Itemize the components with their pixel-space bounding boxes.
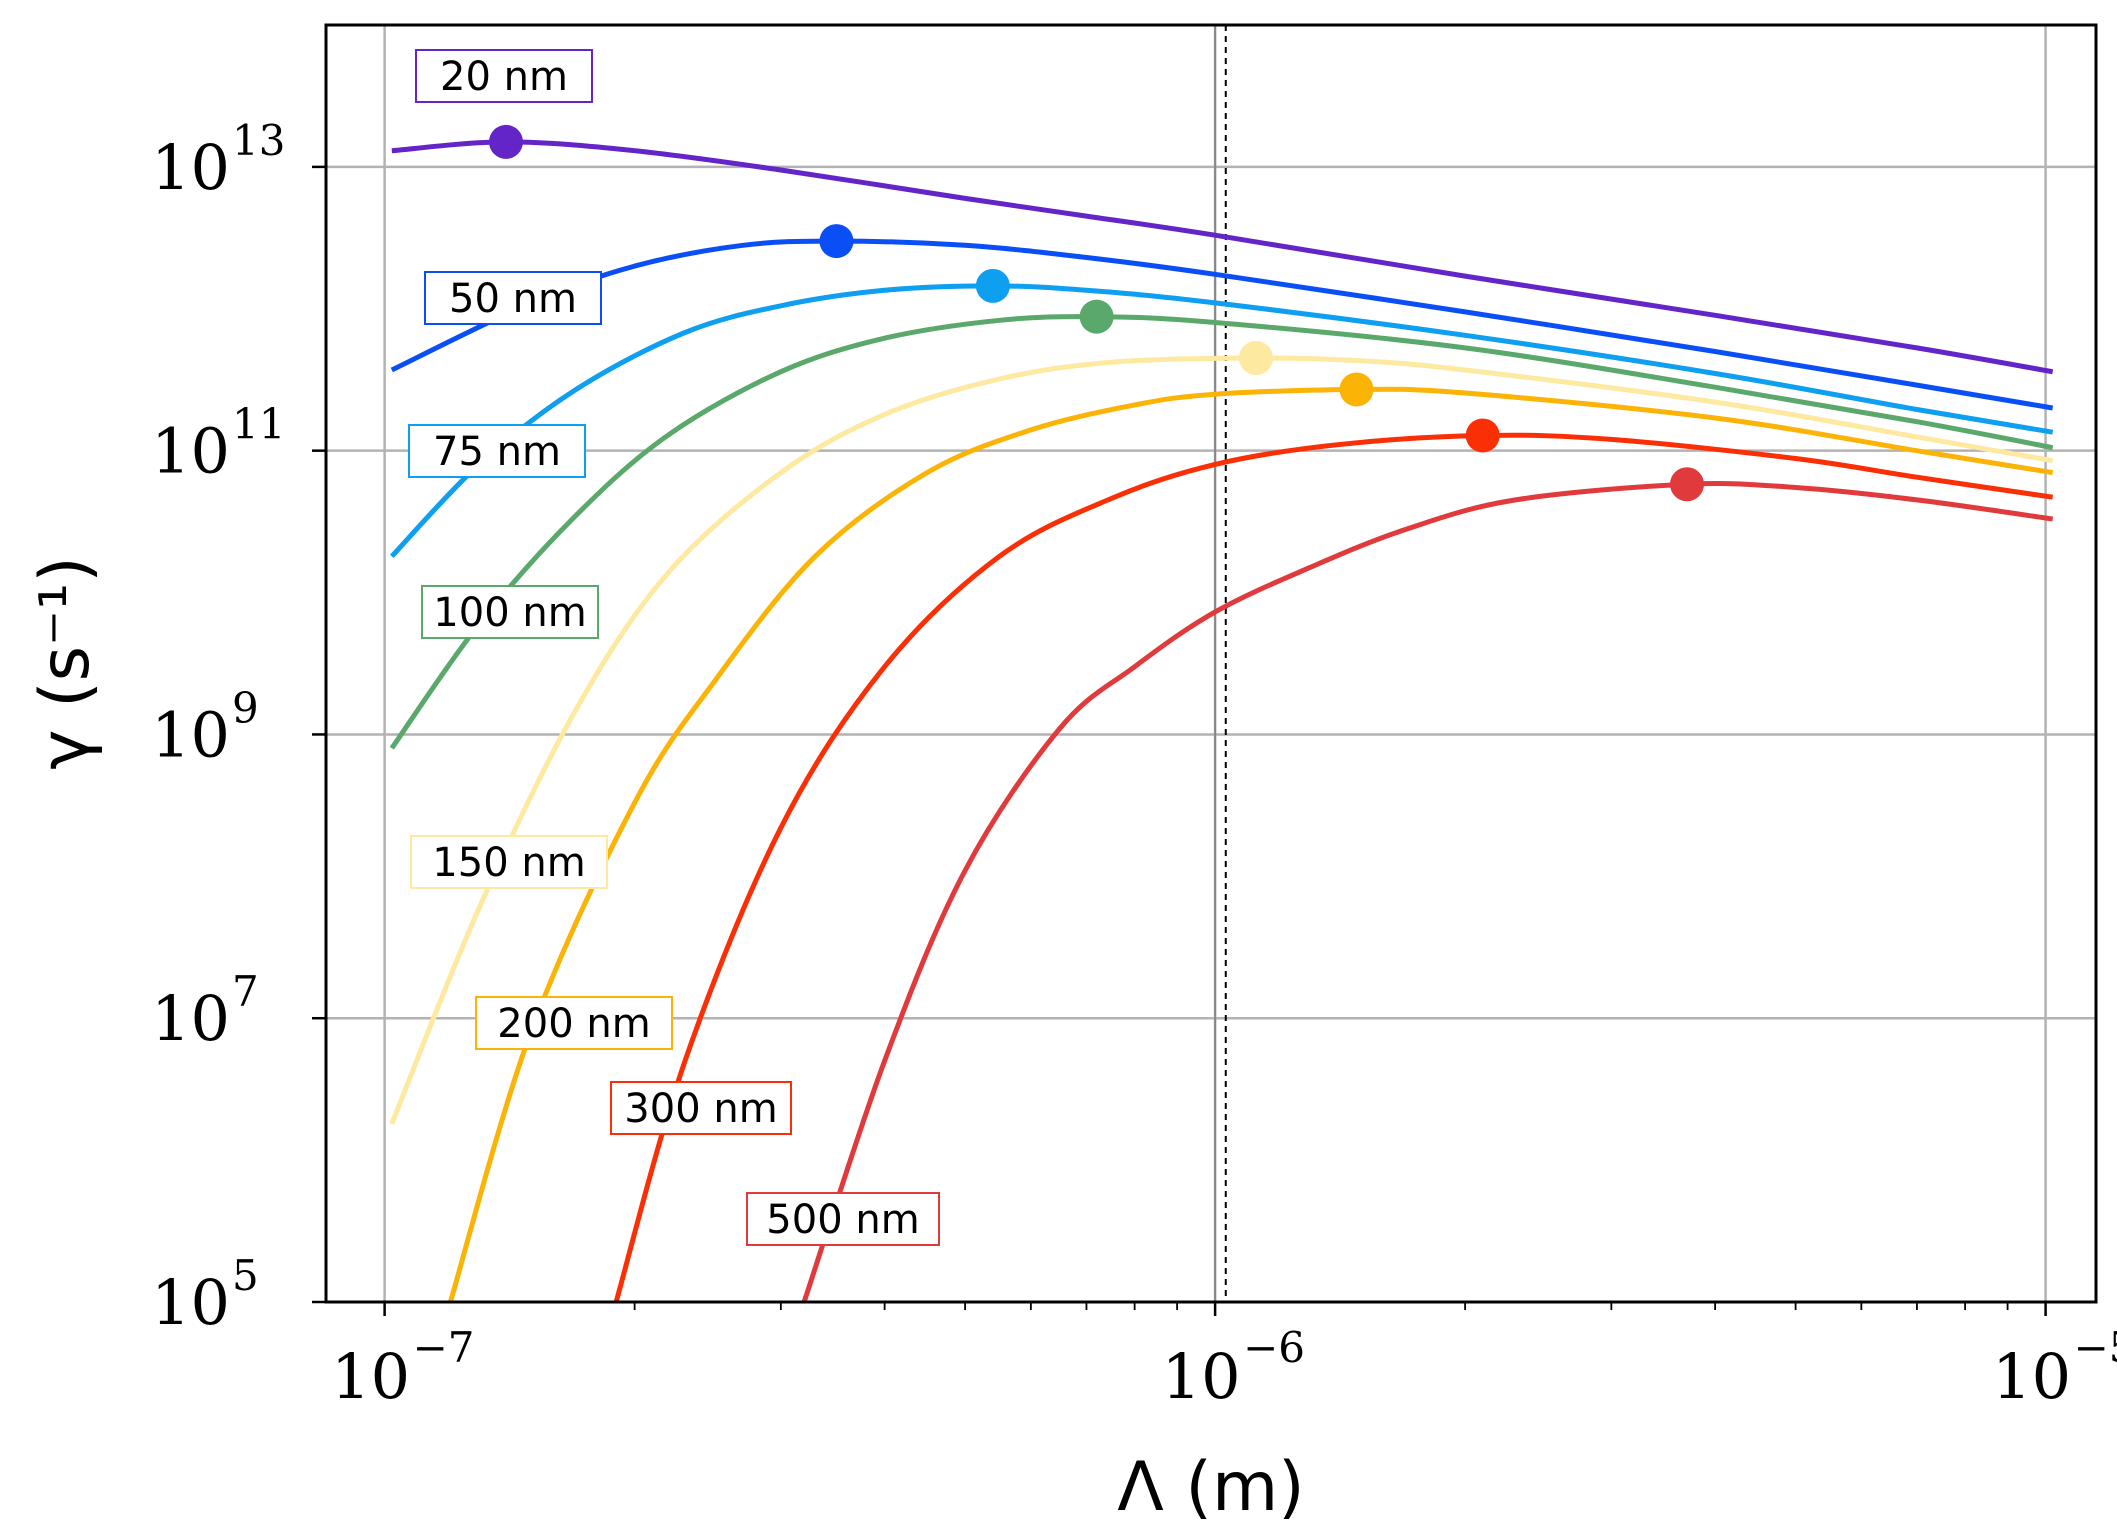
peak-marker-75nm <box>975 268 1010 303</box>
series-line-500nm <box>801 481 2054 1302</box>
series-label-150nm: 150 nm <box>432 840 585 886</box>
series-label-box-500nm <box>746 1192 940 1246</box>
x-tick-label: 10 <box>331 1340 410 1413</box>
series-label-box-150nm <box>410 835 608 889</box>
series-label-500nm: 500 nm <box>766 1197 919 1243</box>
y-axis-title: γ (s⁻¹) <box>26 556 105 770</box>
series-line-300nm <box>613 432 2054 1302</box>
series-label-300nm: 300 nm <box>624 1086 777 1132</box>
y-tick-exponent: 9 <box>232 683 259 732</box>
y-tick-exponent: 7 <box>232 967 259 1016</box>
peak-marker-300nm <box>1465 418 1500 453</box>
y-tick-label: 10 <box>151 1266 230 1339</box>
series-line-150nm <box>389 355 2054 1125</box>
y-tick-label: 10 <box>151 131 230 204</box>
peak-marker-100nm <box>1079 299 1114 334</box>
y-tick-exponent: 11 <box>232 400 285 449</box>
y-tick-exponent: 13 <box>232 116 285 165</box>
series-label-box-20nm <box>415 49 593 103</box>
series-label-75nm: 75 nm <box>433 429 561 475</box>
series-label-100nm: 100 nm <box>433 590 586 636</box>
series-label-box-300nm <box>610 1081 792 1135</box>
series-line-200nm <box>448 386 2054 1302</box>
x-tick-label: 10 <box>1992 1340 2071 1413</box>
x-tick-exponent: −5 <box>2074 1323 2117 1372</box>
series-label-box-75nm <box>408 424 586 478</box>
series-label-box-50nm <box>424 271 602 325</box>
peak-marker-20nm <box>488 124 523 159</box>
series-label-20nm: 20 nm <box>440 54 568 100</box>
axis-ticks: 10−710−610−510510710910111013 <box>151 116 2117 1413</box>
x-tick-exponent: −7 <box>413 1323 475 1372</box>
x-axis-title: Λ (m) <box>1117 1448 1304 1527</box>
x-tick-exponent: −6 <box>1243 1323 1305 1372</box>
peak-marker-200nm <box>1339 372 1374 407</box>
y-tick-label: 10 <box>151 982 230 1055</box>
y-tick-label: 10 <box>151 415 230 488</box>
series-label-box-100nm <box>421 585 599 639</box>
peak-marker-50nm <box>819 224 854 259</box>
plot-area <box>389 124 2054 1302</box>
plot-frame <box>324 23 2098 1304</box>
peak-marker-150nm <box>1238 340 1273 375</box>
x-tick-label: 10 <box>1162 1340 1241 1413</box>
series-line-75nm <box>389 283 2054 559</box>
series-label-50nm: 50 nm <box>449 276 577 322</box>
series-line-50nm <box>390 238 2054 411</box>
series-line-100nm <box>389 314 2054 750</box>
y-tick-exponent: 5 <box>232 1251 259 1300</box>
series-label-box-200nm <box>475 996 673 1050</box>
peak-marker-500nm <box>1669 467 1704 502</box>
series-labels: 20 nm 50 nm 75 nm 100 nm 150 nm 200 nm 300 nm 5… <box>408 49 940 1246</box>
series-line-20nm <box>391 139 2054 375</box>
series-label-200nm: 200 nm <box>497 1001 650 1047</box>
y-tick-label: 10 <box>151 698 230 771</box>
